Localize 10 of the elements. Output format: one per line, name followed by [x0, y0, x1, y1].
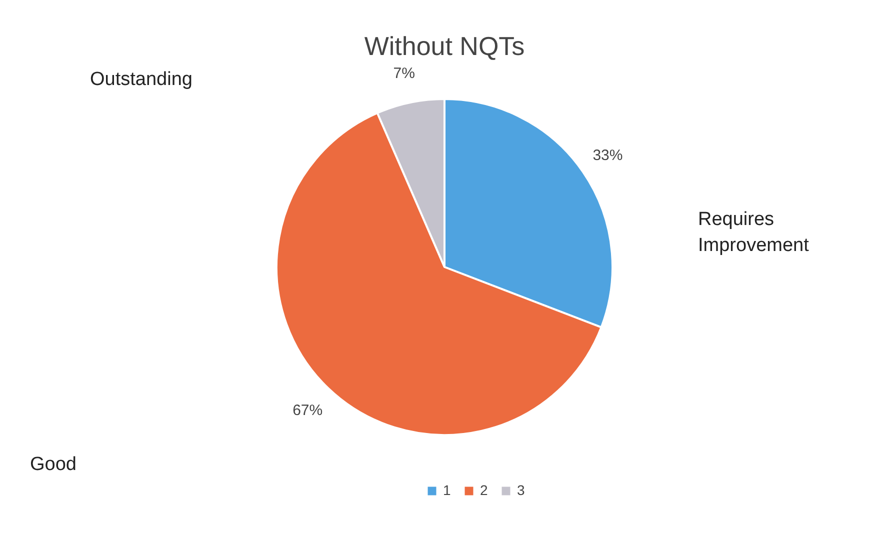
legend-label: 3: [517, 482, 525, 498]
text: Requires Improvement: [698, 209, 810, 256]
text: Good: [30, 454, 76, 475]
data-label: 33%: [592, 146, 623, 164]
chart-title: Without NQTs: [364, 31, 525, 61]
legend-label: 2: [480, 482, 488, 498]
data-label: 7%: [393, 65, 415, 82]
data-label: 67%: [292, 402, 323, 420]
legend-label: 1: [443, 482, 451, 498]
text: Outstanding: [90, 69, 192, 90]
